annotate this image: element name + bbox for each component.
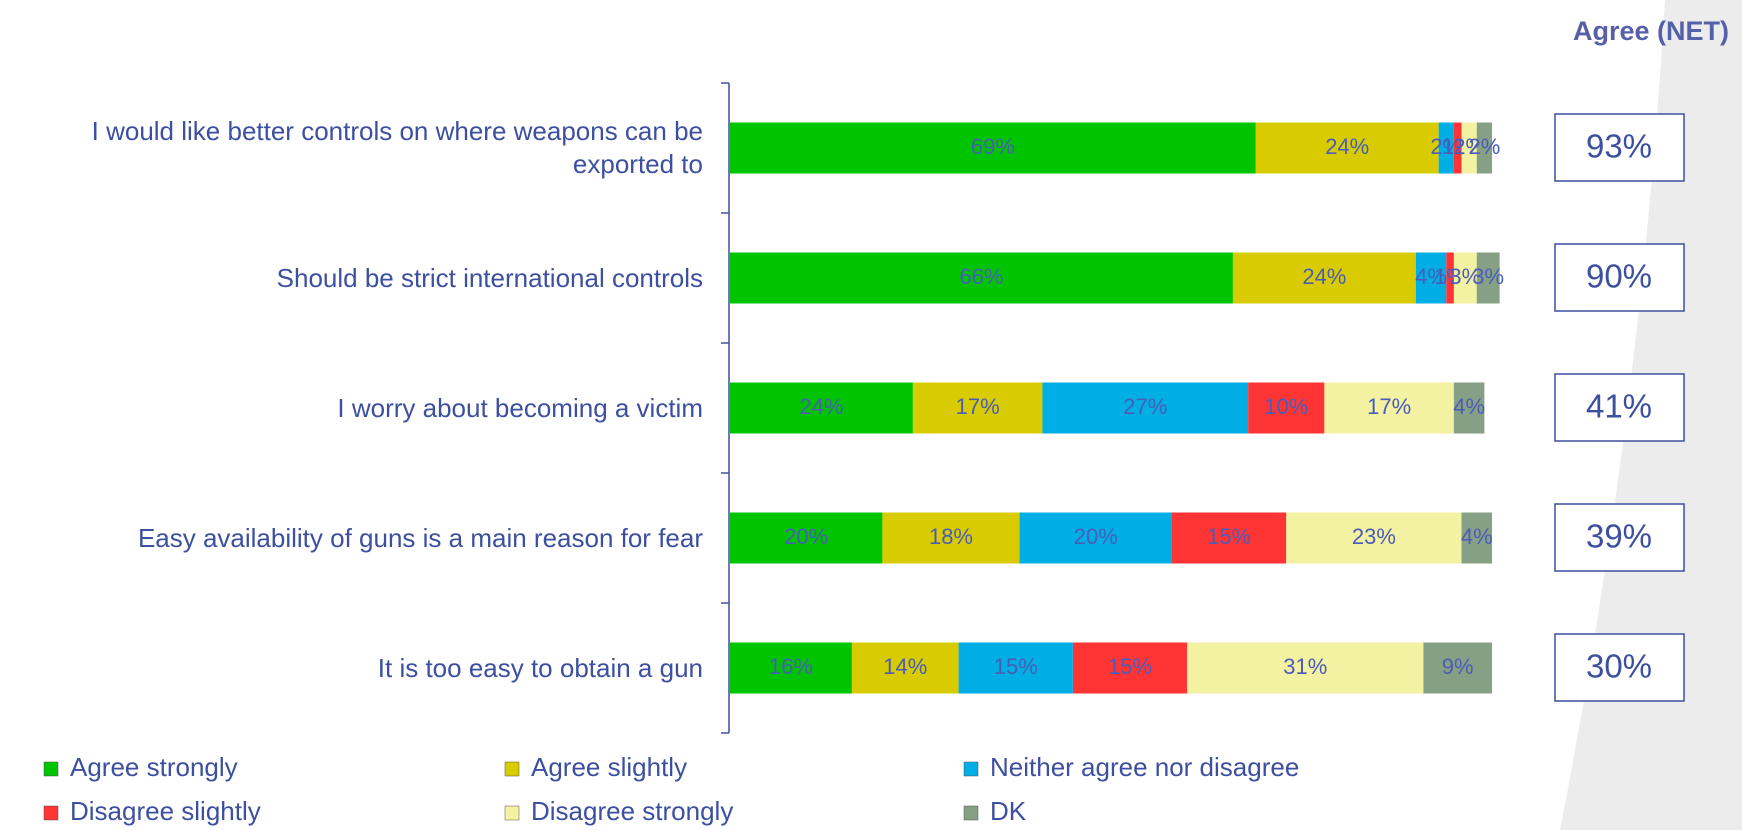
- bar-segment: [1187, 642, 1424, 694]
- value-label: 31%: [1283, 654, 1327, 679]
- bar-segment: [1461, 512, 1492, 564]
- bar-segment: [1453, 382, 1485, 434]
- value-label: 2%: [1468, 134, 1500, 159]
- bar-segment: [1171, 512, 1287, 564]
- value-label: 17%: [956, 394, 1000, 419]
- bar-segment: [912, 382, 1043, 434]
- net-label: 41%: [1586, 388, 1652, 425]
- value-label: 17%: [1367, 394, 1411, 419]
- value-label: 66%: [959, 264, 1003, 289]
- bar-segment: [1324, 382, 1454, 434]
- bar-segment: [1232, 252, 1416, 304]
- bar-segment: [1019, 512, 1172, 564]
- net-label: 90%: [1586, 258, 1652, 295]
- value-label: 24%: [799, 394, 843, 419]
- bar-segment: [1042, 382, 1249, 434]
- bar-segment: [730, 642, 852, 694]
- net-box: [1554, 373, 1685, 442]
- value-label: 15%: [1207, 524, 1251, 549]
- bar-segment: [1453, 252, 1477, 304]
- net-label: 39%: [1586, 518, 1652, 555]
- legend-label: DK: [990, 796, 1027, 826]
- legend-label: Disagree slightly: [70, 796, 261, 826]
- category-label: I worry about becoming a victim: [337, 392, 703, 423]
- legend-marker: [43, 805, 59, 821]
- net-label: 93%: [1586, 128, 1652, 165]
- legend-label: Disagree strongly: [531, 796, 733, 826]
- value-label: 3%: [1472, 264, 1504, 289]
- value-label: 4%: [1453, 394, 1485, 419]
- net-box: [1554, 633, 1685, 702]
- bar-segment: [730, 252, 1233, 304]
- value-label: 23%: [1352, 524, 1396, 549]
- value-label: 14%: [883, 654, 927, 679]
- value-label: 15%: [1108, 654, 1152, 679]
- value-label: 24%: [1325, 134, 1369, 159]
- bar-segment: [1286, 512, 1462, 564]
- value-label: 27%: [1123, 394, 1167, 419]
- value-label: 4%: [1415, 264, 1447, 289]
- category-label: It is too easy to obtain a gun: [377, 652, 703, 683]
- net-box: [1554, 113, 1685, 182]
- legend-marker: [963, 761, 979, 777]
- bar-segment: [1415, 252, 1447, 304]
- bar-segment: [1446, 252, 1454, 304]
- net-label: 30%: [1586, 648, 1652, 685]
- value-label: 20%: [1074, 524, 1118, 549]
- category-label: I would like better controls on where we…: [91, 116, 703, 179]
- value-label: 10%: [1264, 394, 1308, 419]
- value-label: 4%: [1461, 524, 1493, 549]
- legend-label: Agree strongly: [70, 752, 238, 782]
- bar-segment: [1461, 122, 1477, 174]
- legend-marker: [963, 805, 979, 821]
- category-label: Easy availability of guns is a main reas…: [137, 522, 703, 553]
- bar-segment: [1248, 382, 1325, 434]
- net-title: Agree (NET): [1573, 16, 1729, 46]
- bar-segment: [1476, 252, 1500, 304]
- legend-marker: [504, 761, 520, 777]
- value-label: 3%: [1449, 264, 1481, 289]
- bar-segment: [882, 512, 1020, 564]
- legend-marker: [504, 805, 520, 821]
- legend-label: Neither agree nor disagree: [990, 752, 1299, 782]
- value-label: 16%: [769, 654, 813, 679]
- bar-segment: [1476, 122, 1492, 174]
- net-box: [1554, 503, 1685, 572]
- bar-segment: [1072, 642, 1188, 694]
- bar-segment: [1255, 122, 1439, 174]
- bar-segment: [1438, 122, 1454, 174]
- value-label: 9%: [1442, 654, 1474, 679]
- category-label: Should be strict international controls: [276, 262, 703, 293]
- bar-segment: [958, 642, 1073, 694]
- value-label: 15%: [994, 654, 1038, 679]
- bar-segment: [1423, 642, 1492, 694]
- bar-segment: [851, 642, 959, 694]
- bar-segment: [730, 512, 883, 564]
- legend-label: Agree slightly: [531, 752, 687, 782]
- value-label: 20%: [784, 524, 828, 549]
- value-label: 18%: [929, 524, 973, 549]
- bar-segment: [730, 122, 1256, 174]
- value-label: 24%: [1302, 264, 1346, 289]
- value-label: 69%: [971, 134, 1015, 159]
- bar-segment: [1453, 122, 1462, 174]
- bar-segment: [730, 382, 913, 434]
- legend-marker: [43, 761, 59, 777]
- net-box: [1554, 243, 1685, 312]
